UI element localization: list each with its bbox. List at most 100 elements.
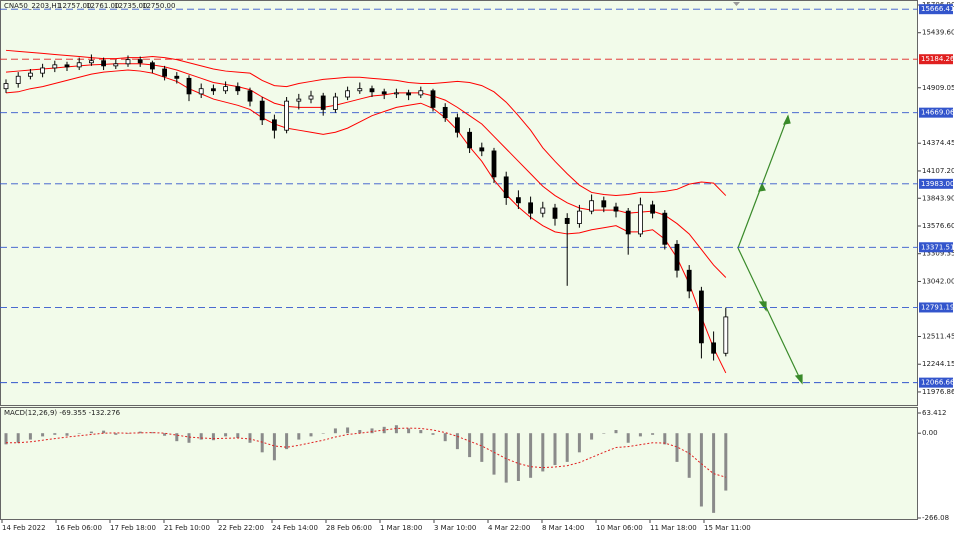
candle-body	[528, 202, 533, 214]
candle-body	[369, 88, 375, 93]
macd-bar	[321, 433, 325, 434]
macd-bar	[712, 433, 716, 513]
candle-body	[662, 212, 668, 245]
macd-bar	[346, 427, 350, 434]
level-label-box	[919, 54, 953, 65]
macd-bar	[175, 433, 179, 442]
price-tick-label: 14107.20	[922, 167, 954, 175]
macd-bar	[480, 433, 484, 462]
macd-bar	[468, 433, 472, 458]
macd-bar	[211, 433, 215, 441]
level-label-box	[919, 107, 953, 118]
price-tick-label: 13042.00	[922, 277, 954, 285]
macd-bar	[260, 433, 264, 453]
candle-body	[149, 62, 155, 70]
band-lower	[5, 69, 727, 374]
candle-body	[137, 59, 143, 64]
candle-body	[516, 197, 521, 204]
candle-body	[381, 91, 387, 95]
candle-body	[332, 96, 338, 110]
price-tick-label: 15439.60	[922, 29, 954, 37]
level-label: 12066.66	[921, 379, 954, 387]
candle-body	[613, 206, 619, 212]
macd-bar	[724, 433, 728, 491]
candle-body	[589, 200, 594, 212]
macd-panel-border	[0, 407, 918, 520]
candle-body	[125, 59, 131, 65]
quote: 12761.00	[86, 2, 119, 10]
candle-body	[503, 176, 509, 199]
time-label: 4 Mar 22:00	[488, 524, 530, 532]
candle-body	[345, 90, 351, 98]
macd-bar	[53, 433, 57, 435]
macd-bar	[102, 430, 106, 434]
time-label: 3 Mar 10:00	[434, 524, 476, 532]
macd-bar	[516, 433, 520, 481]
plot-background	[0, 0, 918, 520]
candle-body	[723, 316, 729, 354]
candle-body	[577, 210, 582, 224]
candle-body	[564, 217, 570, 224]
macd-bar	[675, 433, 679, 462]
time-label: 14 Feb 2022	[2, 524, 46, 532]
level-label-box	[919, 4, 953, 15]
macd-bar	[565, 433, 569, 462]
macd-bar	[199, 433, 203, 440]
candle-body	[101, 60, 106, 67]
candle-body	[418, 90, 424, 96]
candle-body	[638, 204, 643, 235]
macd-bar	[419, 430, 423, 434]
level-label-box	[919, 242, 953, 253]
macd-bar	[224, 433, 228, 437]
macd-bar	[236, 433, 240, 438]
band-upper	[5, 49, 727, 197]
candle-body	[198, 88, 204, 95]
time-label: 1 Mar 18:00	[380, 524, 422, 532]
quote: 12757.00	[58, 2, 91, 10]
macd-bar	[272, 433, 276, 461]
level-label: 12791.19	[921, 303, 954, 311]
symbol: CNA50_2203,H1	[4, 2, 61, 10]
macd-bar	[309, 433, 313, 437]
macd-bar	[89, 431, 93, 434]
candle-body	[467, 131, 473, 149]
macd-bar	[590, 433, 594, 440]
candle-body	[247, 90, 253, 102]
candle-body	[393, 92, 399, 95]
candle-body	[174, 75, 180, 79]
macd-bar	[455, 433, 459, 450]
macd-bar	[492, 433, 496, 475]
candle-body	[699, 290, 704, 344]
level-label-box	[919, 178, 953, 189]
macd-bar	[297, 433, 301, 440]
time-label: 22 Feb 22:00	[218, 524, 264, 532]
arrow-up	[737, 115, 789, 249]
candle-body	[442, 106, 448, 119]
candle-body	[430, 90, 436, 108]
price-tick-label: 14374.45	[922, 139, 954, 147]
macd-bar	[333, 428, 337, 434]
price-panel-border	[0, 0, 918, 406]
arrow-head	[758, 182, 766, 192]
candle-body	[52, 64, 58, 69]
time-label: 15 Mar 11:00	[704, 524, 751, 532]
macd-bar	[699, 433, 703, 507]
macd-bar	[651, 433, 655, 435]
level-label: 13371.51	[921, 243, 954, 251]
macd-bar	[41, 433, 45, 437]
price-tick-label: 12511.45	[922, 332, 954, 340]
macd-label: MACD(12,26,9) -69.355 -132.276	[4, 409, 121, 417]
macd-bar	[65, 433, 69, 436]
time-label: 28 Feb 06:00	[326, 524, 372, 532]
price-tick-label: 12244.15	[922, 360, 954, 368]
time-label: 16 Feb 06:00	[56, 524, 102, 532]
time-label: 11 Mar 18:00	[650, 524, 697, 532]
candle-body	[711, 342, 716, 354]
macd-bar	[431, 433, 435, 435]
macd-bar	[4, 433, 8, 445]
arrow-down	[737, 247, 803, 384]
candle-body	[406, 92, 412, 96]
time-label: 17 Feb 18:00	[110, 524, 156, 532]
